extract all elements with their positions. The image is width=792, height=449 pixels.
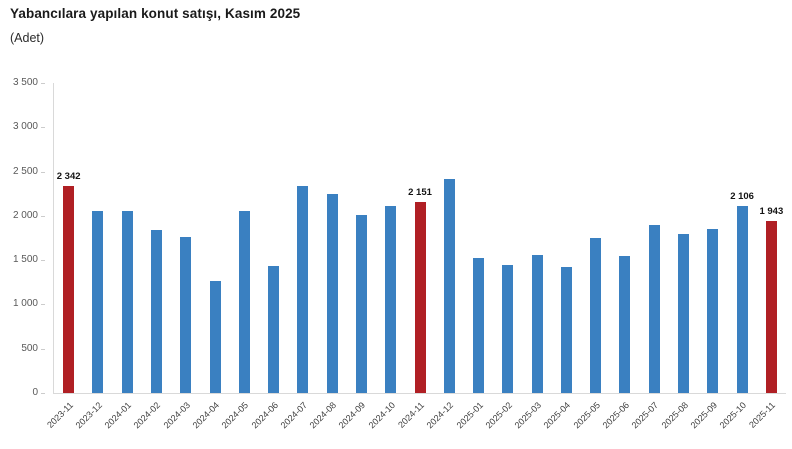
plot-area: 2 342 2 151 2 106 1 943 <box>53 83 786 394</box>
bar-2024-01 <box>121 211 133 393</box>
bar-2025-05 <box>590 237 602 393</box>
bar-2025-01 <box>473 257 485 393</box>
y-tick-mark <box>41 83 45 84</box>
y-tick-label-1000: 1 000 <box>12 298 38 310</box>
y-tick-label-2500: 2 500 <box>12 165 38 177</box>
data-label-2025-10: 2 106 <box>730 191 754 203</box>
bar-2024-08 <box>326 193 338 393</box>
bar-2024-09 <box>355 214 367 393</box>
bar-2024-05 <box>238 211 250 393</box>
bar-2025-10 <box>736 206 748 393</box>
y-tick-mark <box>41 348 45 350</box>
bar-2023-12 <box>92 211 104 393</box>
bar-2025-04 <box>560 266 572 393</box>
bar-2025-07 <box>648 224 660 393</box>
bar-2024-11 <box>414 202 426 393</box>
x-axis-labels: 2023-11 2023-12 2024-01 2024-02 2024-03 2024-… <box>45 397 792 449</box>
bar-2024-06 <box>268 266 280 393</box>
bar-2024-07 <box>297 185 309 393</box>
y-tick-label-3500: 3 500 <box>12 77 38 88</box>
bar-2025-02 <box>502 265 514 393</box>
y-axis: 0 500 1 000 1 500 2 000 2 500 3 000 3 500 <box>0 77 53 398</box>
y-tick-mark <box>41 215 45 217</box>
data-label-2024-11: 2 151 <box>408 187 432 199</box>
y-tick-label-3000: 3 000 <box>12 121 38 133</box>
bar-2025-11 <box>765 220 777 393</box>
chart-unit-label: (Adet) <box>10 31 45 45</box>
bar-2024-10 <box>385 206 397 393</box>
bar-2023-11 <box>63 185 75 393</box>
bar-2024-12 <box>443 179 455 393</box>
bar-2025-08 <box>678 233 690 393</box>
y-tick-mark <box>41 304 45 306</box>
y-tick-mark <box>41 393 45 394</box>
y-tick-mark <box>41 171 45 173</box>
bar-2024-02 <box>150 230 162 393</box>
bar-2025-03 <box>531 254 543 393</box>
y-tick-label-0: 0 <box>32 387 38 398</box>
y-tick-label-500: 500 <box>21 342 38 354</box>
y-tick-label-2000: 2 000 <box>12 209 38 221</box>
bar-2025-09 <box>707 228 719 393</box>
y-tick-mark <box>41 127 45 129</box>
bar-2025-06 <box>619 255 631 393</box>
y-tick-label-1500: 1 500 <box>12 254 38 266</box>
bar-2024-04 <box>209 280 221 393</box>
y-tick-mark <box>41 260 45 262</box>
data-label-2023-11: 2 342 <box>56 170 81 182</box>
bar-2024-03 <box>180 236 192 393</box>
chart-title: Yabancılara yapılan konut satışı, Kasım … <box>10 6 301 21</box>
data-label-2025-11: 1 943 <box>759 205 784 217</box>
